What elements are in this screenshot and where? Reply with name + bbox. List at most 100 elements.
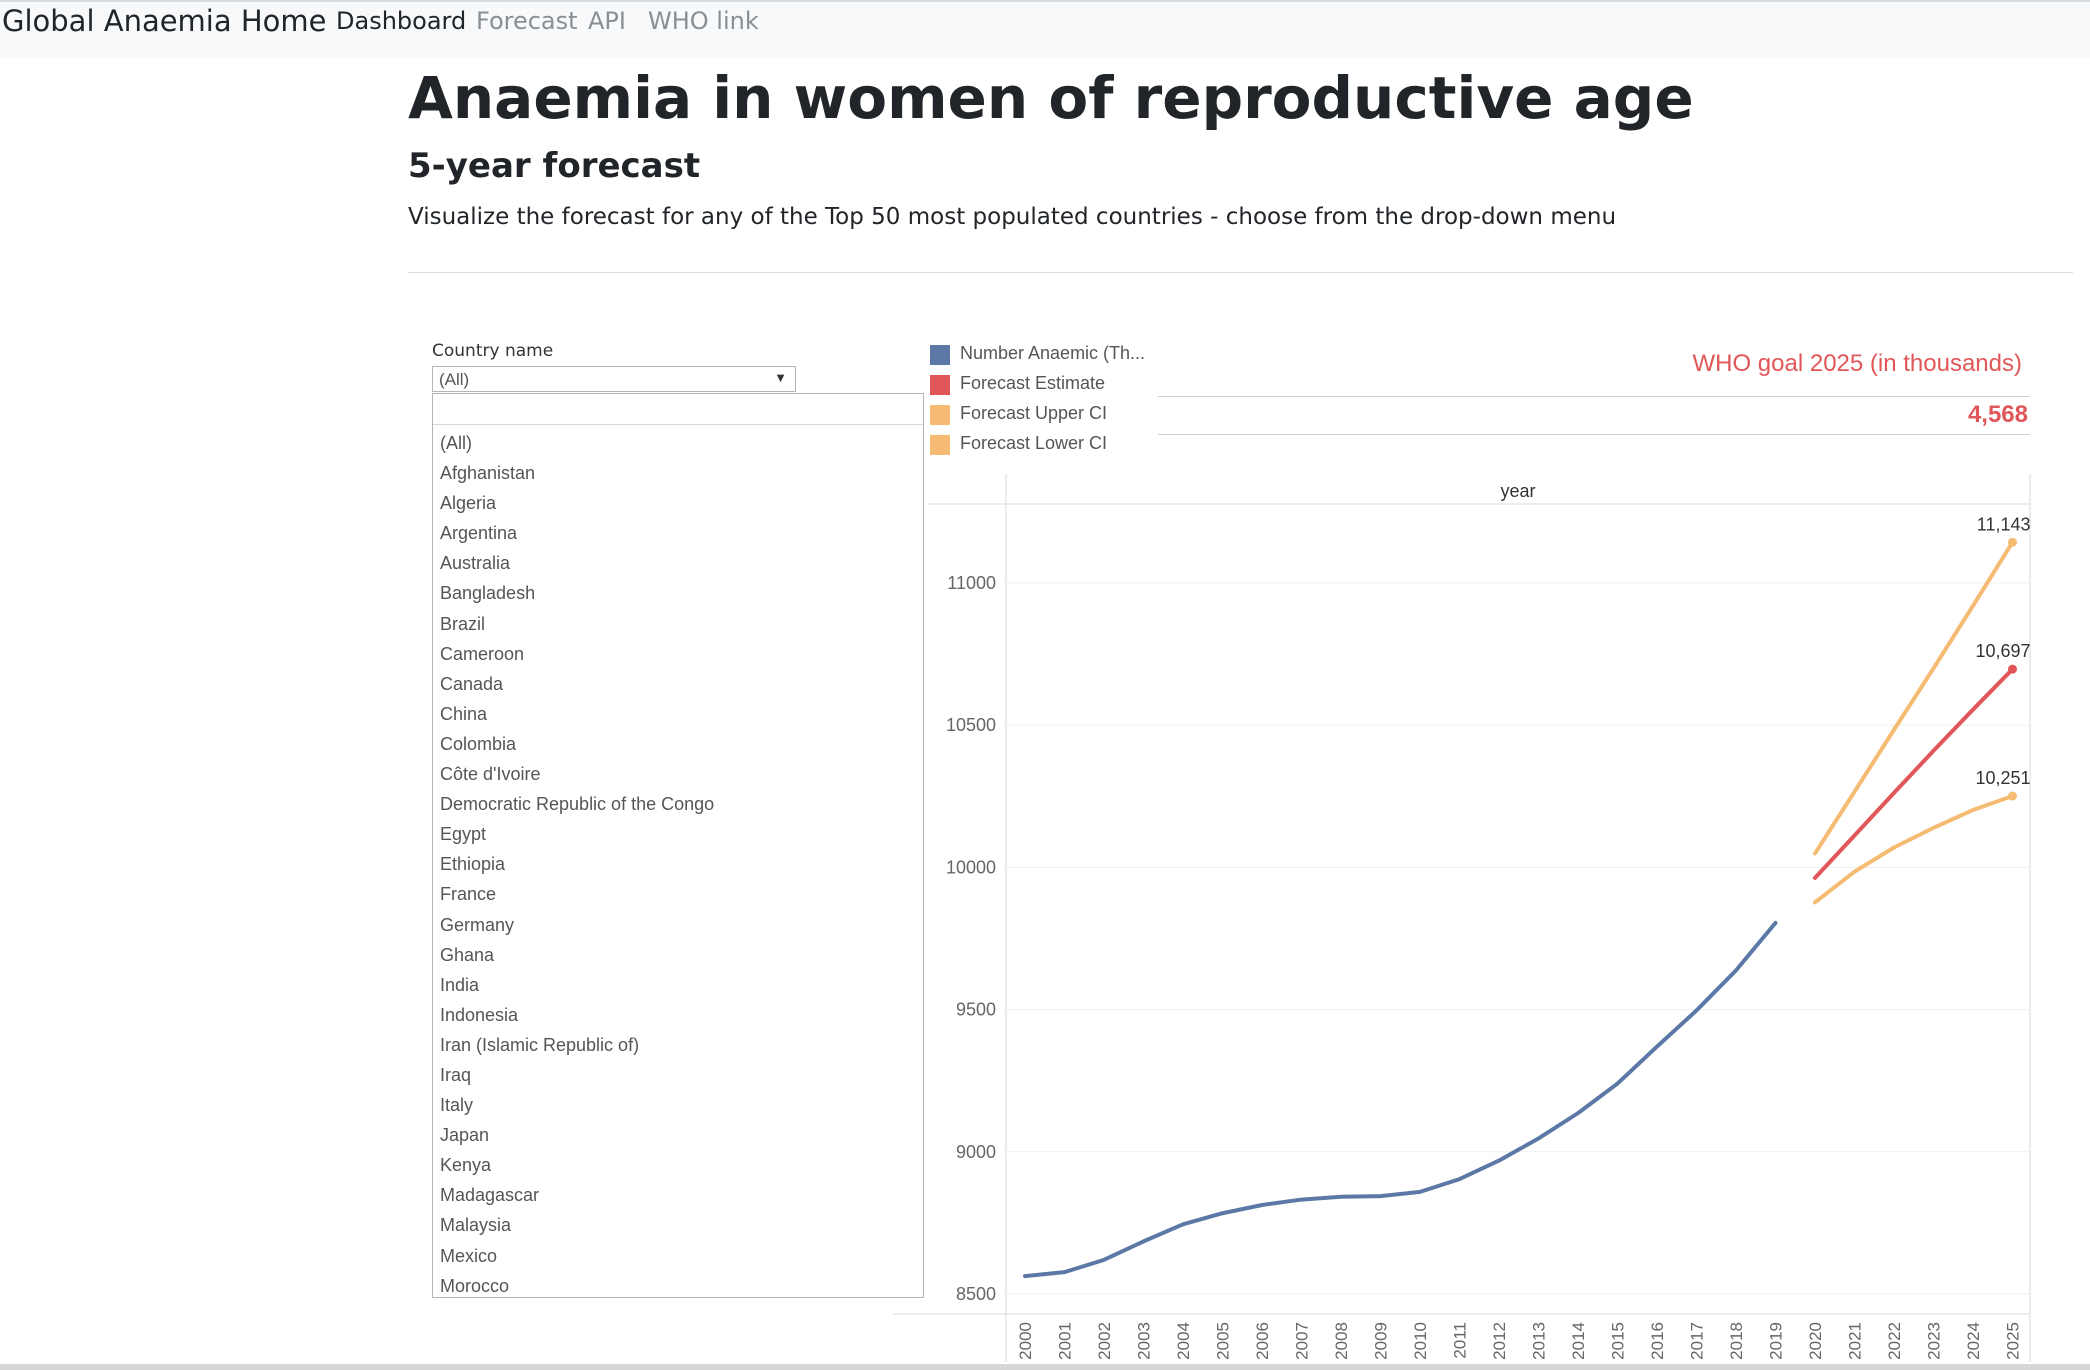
country-option[interactable]: (All)	[440, 433, 472, 453]
legend-label: Forecast Upper CI	[960, 403, 1108, 423]
country-option[interactable]: Kenya	[440, 1155, 492, 1176]
x-tick-label: 2021	[1846, 1322, 1865, 1360]
country-option[interactable]: Morocco	[440, 1275, 510, 1296]
country-option[interactable]: Japan	[440, 1125, 490, 1146]
country-option[interactable]: Côte d'Ivoire	[440, 764, 541, 785]
country-option[interactable]: China	[440, 703, 488, 724]
nav-forecast-link[interactable]: Forecast	[476, 7, 578, 35]
country-option[interactable]: Malaysia	[440, 1215, 512, 1236]
series-end-point	[2008, 537, 2017, 547]
navbar-brand[interactable]: Global Anaemia Home	[2, 4, 327, 38]
country-option[interactable]: Afghanistan	[440, 463, 536, 484]
legend-item[interactable]: Number Anaemic (Th...	[928, 340, 1158, 370]
navbar: Global Anaemia Home Dashboard Forecast A…	[0, 0, 2090, 58]
x-tick-label: 2016	[1648, 1322, 1667, 1360]
who-goal-divider-top	[1158, 396, 2030, 397]
country-dropdown: (All) Afghanistan Algeria Argentina Australi…	[432, 393, 924, 1298]
legend-label: Forecast Lower CI	[960, 433, 1108, 453]
country-option[interactable]: Indonesia	[440, 1004, 519, 1025]
x-tick-label: 2025	[2004, 1322, 2023, 1360]
x-tick-label: 2005	[1214, 1322, 1233, 1360]
y-tick-label: 8500	[956, 1284, 996, 1304]
country-option[interactable]: Brazil	[440, 613, 486, 634]
y-tick-label: 10500	[946, 715, 996, 735]
x-tick-label: 2004	[1174, 1322, 1193, 1360]
y-tick-label: 11000	[947, 573, 996, 593]
legend-item[interactable]: Forecast Lower CI	[928, 430, 1158, 460]
legend-swatch	[930, 405, 950, 425]
data-label: 10,251	[1975, 768, 2030, 788]
country-search-input[interactable]	[433, 394, 923, 425]
x-tick-label: 2014	[1569, 1322, 1588, 1360]
nav-api-link[interactable]: API	[588, 7, 626, 35]
country-option[interactable]: Argentina	[440, 523, 518, 544]
x-tick-label: 2001	[1056, 1322, 1075, 1360]
legend-item[interactable]: Forecast Estimate	[928, 370, 1158, 400]
country-option[interactable]: Egypt	[440, 824, 487, 845]
country-filter-label: Country name	[432, 341, 554, 361]
section-divider	[408, 272, 2073, 273]
data-label: 10,697	[1975, 641, 2030, 661]
series-end-point	[2008, 664, 2017, 674]
country-option[interactable]: Iraq	[440, 1064, 472, 1085]
country-option[interactable]: Canada	[440, 673, 504, 694]
country-option[interactable]: France	[440, 884, 497, 905]
series-line	[1813, 667, 2015, 880]
x-tick-label: 2017	[1688, 1322, 1707, 1360]
y-tick-label: 9000	[956, 1142, 996, 1162]
country-select[interactable]: (All) ▼	[432, 366, 796, 392]
x-tick-label: 2007	[1293, 1322, 1312, 1360]
x-tick-label: 2003	[1135, 1322, 1154, 1360]
data-label: 11,143	[1977, 514, 2031, 534]
legend-label: Number Anaemic (Th...	[960, 343, 1146, 363]
legend-swatch	[930, 435, 950, 455]
x-tick-label: 2024	[1964, 1322, 1983, 1360]
x-tick-label: 2018	[1727, 1322, 1746, 1360]
x-tick-label: 2000	[1016, 1322, 1035, 1360]
x-tick-label: 2006	[1253, 1322, 1272, 1360]
page-subtitle: 5-year forecast	[408, 146, 701, 186]
legend-item[interactable]: Forecast Upper CI	[928, 400, 1158, 430]
x-tick-label: 2019	[1767, 1322, 1786, 1360]
chart-legend: Number Anaemic (Th... Forecast Estimate Fo…	[928, 340, 1158, 460]
country-option[interactable]: Democratic Republic of the Congo	[440, 794, 715, 815]
country-option[interactable]: Iran (Islamic Republic of)	[440, 1034, 640, 1055]
x-tick-label: 2022	[1885, 1322, 1904, 1360]
x-tick-label: 2023	[1925, 1322, 1944, 1360]
who-goal-value: 4,568	[1967, 401, 2028, 428]
country-option[interactable]: Ghana	[440, 944, 495, 965]
country-select-value: (All)	[439, 370, 470, 389]
series-line	[1813, 540, 2015, 856]
horizontal-scrollbar[interactable]	[0, 1364, 2090, 1370]
who-goal-title: WHO goal 2025 (in thousands)	[1692, 350, 2022, 377]
country-option[interactable]: Mexico	[440, 1245, 498, 1266]
caret-down-icon[interactable]: ▼	[774, 370, 787, 385]
legend-label: Forecast Estimate	[960, 373, 1106, 393]
series-line	[1813, 794, 2015, 905]
x-axis-header: year	[1500, 481, 1535, 501]
country-option[interactable]: Madagascar	[440, 1185, 540, 1206]
country-option[interactable]: Colombia	[440, 733, 517, 754]
nav-dashboard-link[interactable]: Dashboard	[336, 7, 467, 35]
who-goal-divider-bottom	[1158, 434, 2030, 435]
country-option[interactable]: India	[440, 974, 480, 995]
country-option[interactable]: Australia	[440, 553, 511, 574]
x-tick-label: 2012	[1490, 1322, 1509, 1360]
y-tick-label: 9500	[956, 1000, 996, 1020]
country-option[interactable]: Bangladesh	[440, 583, 536, 604]
page-title: Anaemia in women of reproductive age	[408, 64, 1694, 132]
x-tick-label: 2011	[1451, 1322, 1470, 1359]
x-tick-label: 2002	[1095, 1322, 1114, 1360]
country-option[interactable]: Algeria	[440, 493, 497, 514]
x-tick-label: 2015	[1609, 1322, 1628, 1360]
page-description: Visualize the forecast for any of the To…	[408, 204, 1617, 230]
series-end-point	[2008, 791, 2017, 801]
country-option[interactable]: Ethiopia	[440, 854, 506, 875]
series-line	[1023, 920, 1778, 1279]
country-option[interactable]: Cameroon	[440, 643, 525, 664]
country-option[interactable]: Italy	[440, 1095, 474, 1116]
nav-who-link[interactable]: WHO link	[648, 7, 759, 35]
legend-swatch	[930, 375, 950, 395]
country-option[interactable]: Germany	[440, 914, 515, 935]
